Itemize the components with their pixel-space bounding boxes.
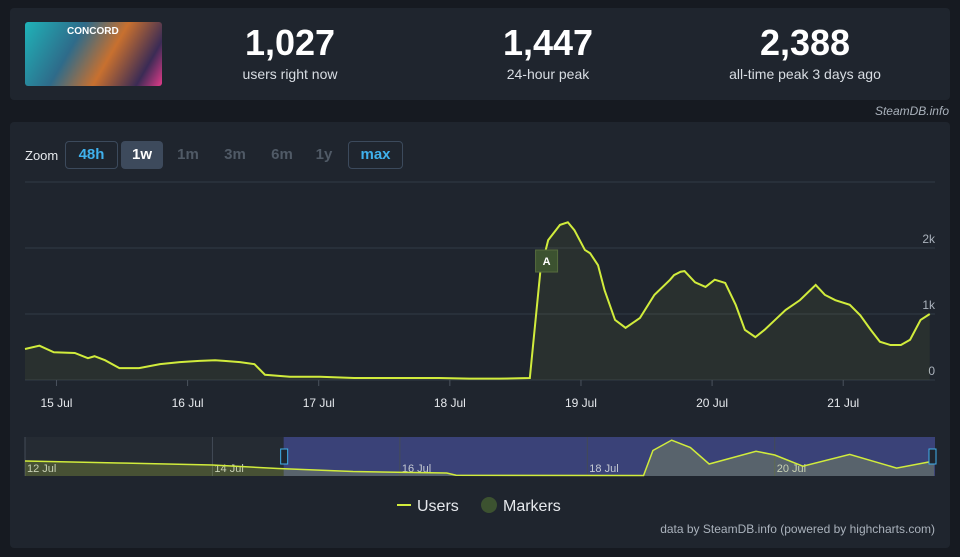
y-tick-label: 0 xyxy=(928,364,935,378)
legend-label: Users xyxy=(417,498,459,515)
stat-value: 2,388 xyxy=(759,22,851,63)
legend-label: Markers xyxy=(503,498,561,515)
stat-label: 24-hour peak xyxy=(506,66,590,82)
zoom-button[interactable]: 48h xyxy=(65,141,118,169)
x-tick-label: 18 Jul xyxy=(434,396,466,410)
source: SteamDB.info xyxy=(874,104,949,118)
area xyxy=(25,222,930,380)
stat: 2,388 all-time peak 3 days ago xyxy=(685,22,925,83)
navigator-area xyxy=(25,440,935,476)
stats-panel xyxy=(10,8,950,100)
navigator-tick-label: 12 Jul xyxy=(27,463,56,475)
navigator-line xyxy=(24,439,935,477)
chart-panel xyxy=(10,122,950,548)
navigator-handle[interactable] xyxy=(280,448,289,465)
navigator-selection xyxy=(283,437,936,476)
x-tick-label: 20 Jul xyxy=(696,396,728,410)
stat: 1,027 users right now xyxy=(170,22,410,83)
zoom-button[interactable]: 1m xyxy=(177,146,199,163)
zoom-button[interactable]: 6m xyxy=(271,146,293,163)
thumbnail-text: CONCORD xyxy=(67,26,119,37)
zoom-button[interactable]: 3m xyxy=(224,146,246,163)
stat-label: users right now xyxy=(242,66,338,82)
stat: 1,447 24-hour peak xyxy=(428,22,668,83)
zoom-label: Zoom xyxy=(25,148,59,163)
zoom-button[interactable]: 1w xyxy=(121,141,163,169)
marker-label: A xyxy=(543,256,551,268)
x-tick-label: 17 Jul xyxy=(303,396,335,410)
x-tick-label: 16 Jul xyxy=(172,396,204,410)
x-tick-label: 21 Jul xyxy=(827,396,859,410)
stat-label: all-time peak 3 days ago xyxy=(729,66,881,82)
zoom-button[interactable]: 1y xyxy=(315,146,333,163)
y-tick-label: 2k xyxy=(922,232,936,246)
legend-marker xyxy=(481,497,497,513)
x-tick-label: 15 Jul xyxy=(40,396,72,410)
stat-value: 1,027 xyxy=(244,22,336,63)
game-thumbnail[interactable]: CONCORD xyxy=(25,22,162,86)
x-tick-label: 19 Jul xyxy=(565,396,597,410)
credits: data by SteamDB.info (powered by highcha… xyxy=(660,522,935,536)
zoom-button[interactable]: max xyxy=(348,141,403,169)
line xyxy=(24,221,931,380)
stat-value: 1,447 xyxy=(502,22,594,63)
y-tick-label: 1k xyxy=(922,298,936,312)
navigator-handle[interactable] xyxy=(928,448,937,465)
navigator-tick-label: 20 Jul xyxy=(777,463,806,475)
marker xyxy=(535,249,559,273)
navigator-tick-label: 18 Jul xyxy=(589,463,618,475)
